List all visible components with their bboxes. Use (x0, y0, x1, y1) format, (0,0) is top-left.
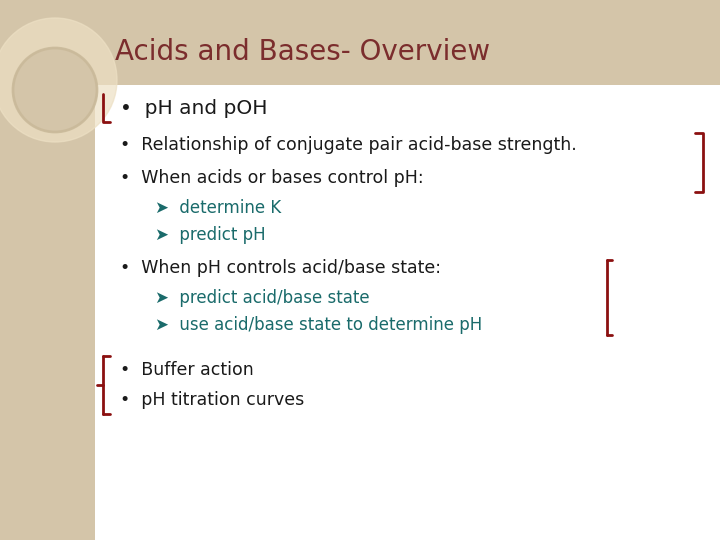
Text: •  When acids or bases control pH:: • When acids or bases control pH: (120, 169, 423, 187)
Text: Acids and Bases- Overview: Acids and Bases- Overview (115, 38, 490, 66)
Text: •  Buffer action: • Buffer action (120, 361, 253, 379)
FancyBboxPatch shape (95, 85, 720, 540)
Circle shape (0, 18, 117, 142)
Text: •  Relationship of conjugate pair acid-base strength.: • Relationship of conjugate pair acid-ba… (120, 136, 577, 154)
Circle shape (13, 48, 97, 132)
Text: •  pH titration curves: • pH titration curves (120, 391, 305, 409)
Text: ➤  predict acid/base state: ➤ predict acid/base state (155, 289, 369, 307)
Text: •  pH and pOH: • pH and pOH (120, 98, 268, 118)
Text: ➤  determine K: ➤ determine K (155, 199, 282, 217)
FancyBboxPatch shape (95, 0, 720, 85)
Text: ➤  predict pH: ➤ predict pH (155, 226, 266, 244)
FancyBboxPatch shape (0, 0, 95, 540)
Text: ➤  use acid/base state to determine pH: ➤ use acid/base state to determine pH (155, 316, 482, 334)
Text: •  When pH controls acid/base state:: • When pH controls acid/base state: (120, 259, 441, 277)
